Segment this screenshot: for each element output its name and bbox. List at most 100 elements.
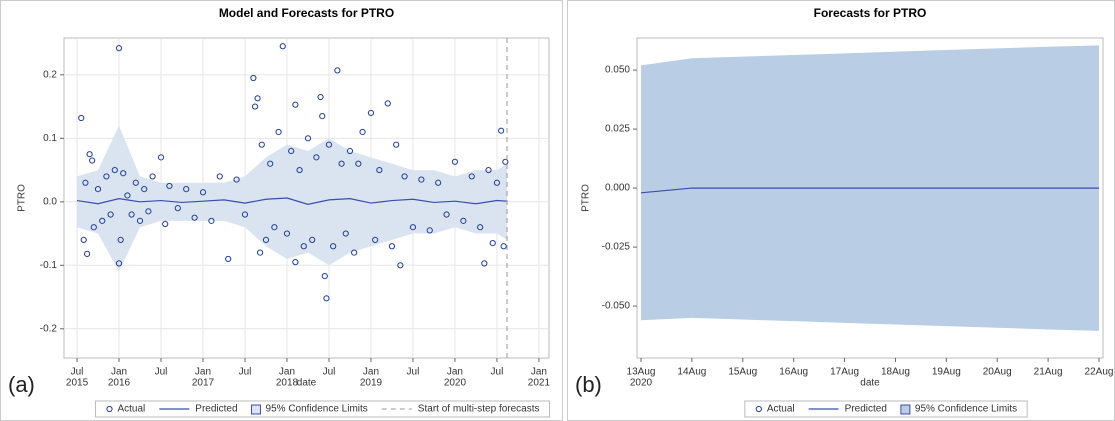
- chart-title: Model and Forecasts for PTRO: [219, 6, 394, 20]
- actual-point: [250, 74, 257, 82]
- actual-point: [325, 141, 333, 148]
- actual-point: [409, 224, 417, 231]
- x-tick-label: 15Aug: [728, 367, 757, 378]
- actual-point: [83, 250, 91, 257]
- x-tick-label: Jan: [363, 367, 379, 378]
- legend-frame: [94, 400, 551, 418]
- actual-point: [292, 259, 299, 266]
- actual-point: [397, 262, 404, 269]
- x-year-label: 2018: [276, 378, 299, 389]
- actual-point: [86, 151, 93, 158]
- actual-point: [136, 217, 144, 224]
- y-tick-label: -0.025: [602, 242, 631, 253]
- y-tick-label: 0.000: [605, 183, 630, 194]
- actual-point: [78, 114, 85, 122]
- x-tick-label: 18Aug: [881, 367, 910, 378]
- legend-marker: [106, 405, 113, 413]
- x-year-label: 2015: [66, 378, 89, 389]
- x-tick-label: 14Aug: [677, 367, 706, 378]
- actual-point: [338, 160, 345, 167]
- actual-point: [477, 224, 484, 231]
- actual-point: [256, 249, 264, 256]
- actual-point: [262, 236, 270, 244]
- actual-point: [304, 135, 312, 142]
- actual-point: [351, 249, 358, 256]
- x-year-label: 2020: [444, 378, 467, 389]
- actual-point: [82, 179, 89, 186]
- legend-label: Predicted: [195, 404, 237, 415]
- panel: Forecasts for PTRO -0.050 -0.025 0.000 0.025…: [567, 0, 1115, 421]
- predicted-line: [640, 187, 1099, 194]
- x-tick-label: 21Aug: [1034, 367, 1063, 378]
- actual-point: [359, 128, 366, 136]
- x-year-label: 2017: [192, 378, 215, 389]
- actual-point: [183, 186, 190, 193]
- actual-point: [166, 182, 173, 190]
- legend-frame: [744, 400, 1028, 418]
- actual-point: [275, 128, 282, 136]
- legend-label: 95% Confidence Limits: [266, 404, 368, 415]
- x-tick-label: 17Aug: [830, 367, 859, 378]
- y-tick-label: -0.050: [602, 301, 631, 312]
- chart-title: Forecasts for PTRO: [814, 6, 927, 20]
- actual-point: [388, 243, 396, 250]
- actual-point: [401, 173, 408, 180]
- actual-point: [283, 230, 291, 237]
- x-year-label: 2021: [528, 378, 551, 389]
- panel: Model and Forecasts for PTRO -0.2 -0.1 0.0 0…: [0, 0, 563, 421]
- actual-point: [319, 112, 326, 120]
- predicted-line: [76, 197, 508, 205]
- actual-point: [485, 166, 492, 174]
- actual-point: [296, 166, 303, 174]
- actual-point: [251, 103, 259, 110]
- x-tick-label: Jan: [111, 367, 127, 378]
- y-tick-label: 0.0: [43, 196, 57, 207]
- legend-marker: [755, 405, 762, 413]
- x-tick-label: 22Aug: [1085, 367, 1114, 378]
- actual-point: [376, 166, 383, 174]
- legend-label: Actual: [767, 404, 795, 415]
- y-tick-label: 0.2: [43, 69, 57, 80]
- actual-point: [288, 147, 295, 155]
- actual-point: [162, 220, 169, 228]
- actual-point: [489, 239, 496, 247]
- actual-point: [279, 43, 286, 50]
- x-tick-label: Jul: [155, 367, 168, 378]
- legend-label: Actual: [117, 404, 145, 415]
- x-tick-label: Jan: [447, 367, 463, 378]
- actual-point: [141, 186, 148, 193]
- actual-point: [323, 295, 330, 302]
- actual-point: [342, 230, 349, 237]
- legend-label: Start of multi-step forecasts: [418, 404, 540, 415]
- x-tick-label: Jul: [71, 367, 84, 378]
- legend-swatch: [900, 404, 911, 415]
- actual-point: [107, 211, 114, 218]
- actual-point: [145, 208, 152, 215]
- legend-label: 95% Confidence Limits: [915, 404, 1017, 415]
- actual-point: [233, 176, 240, 183]
- actual-point: [120, 170, 127, 177]
- actual-point: [498, 127, 505, 134]
- actual-point: [334, 67, 341, 74]
- actual-point: [309, 236, 316, 244]
- actual-point: [502, 158, 509, 165]
- panel-label: (a): [8, 372, 35, 397]
- actual-point: [418, 176, 425, 183]
- actual-point: [89, 157, 96, 164]
- actual-point: [321, 272, 328, 280]
- actual-point: [435, 179, 442, 186]
- actual-point: [103, 173, 110, 180]
- actual-point: [216, 173, 223, 180]
- y-axis-label: PTRO: [581, 184, 592, 212]
- actual-point: [393, 141, 400, 148]
- y-axis-label: PTRO: [17, 184, 28, 212]
- actual-point: [241, 211, 249, 218]
- actual-point: [355, 160, 362, 167]
- x-tick-label: Jul: [239, 367, 252, 378]
- actual-point: [225, 255, 232, 263]
- x-tick-label: Jul: [407, 367, 420, 378]
- actual-point: [468, 173, 475, 180]
- actual-point: [157, 154, 165, 161]
- y-tick-label: -0.1: [40, 260, 58, 271]
